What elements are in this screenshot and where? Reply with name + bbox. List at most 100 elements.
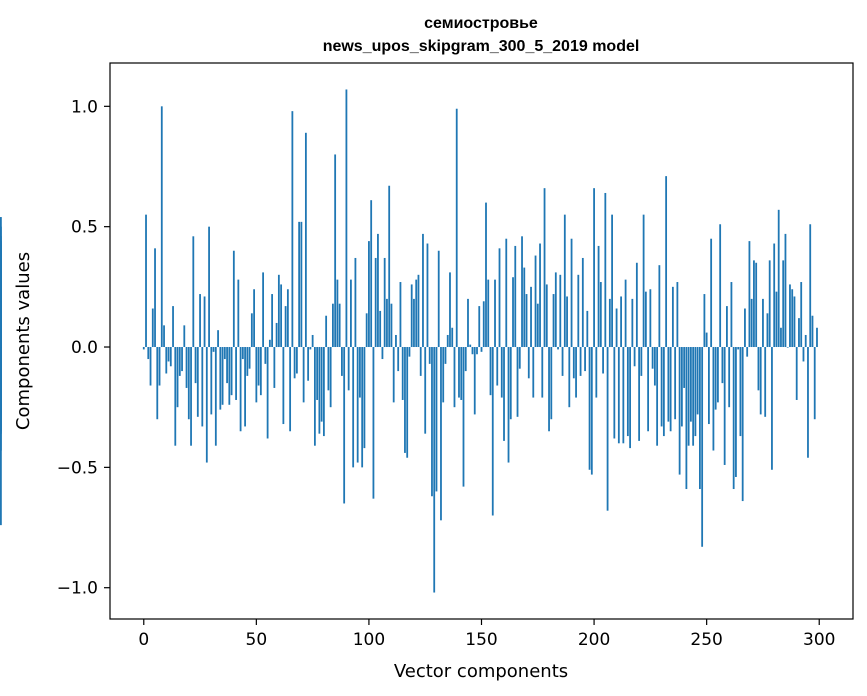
bar-260 [728, 347, 731, 408]
bar-285 [784, 233, 787, 348]
bar-111 [392, 347, 395, 403]
bar-122 [417, 274, 420, 348]
bar-51 [257, 347, 260, 386]
bar-165 [514, 245, 517, 348]
bar-153 [487, 279, 490, 348]
bar-156 [494, 279, 496, 348]
bar-25 [199, 294, 201, 348]
bar-12 [169, 347, 172, 367]
bar-210 [615, 308, 618, 348]
bar-83 [329, 347, 332, 408]
bar-29 [208, 226, 210, 348]
bar-72 [304, 132, 307, 348]
bar-2 [147, 347, 150, 360]
bar-131 [437, 250, 440, 348]
bar-296 [809, 224, 812, 348]
bar-230 [660, 347, 663, 427]
bar-28 [205, 347, 208, 463]
bar-108 [386, 298, 388, 348]
bar-3 [149, 347, 152, 386]
bar-128 [431, 347, 433, 497]
bar-286 [786, 347, 789, 348]
bar-213 [622, 347, 625, 444]
bar-0 [142, 347, 145, 350]
chart-title: семиостровье [424, 15, 538, 32]
bar-293 [802, 347, 805, 362]
bar-182 [552, 294, 555, 348]
y-axis-label: Components values [13, 252, 34, 430]
bar-103 [374, 257, 377, 348]
bar-154 [489, 347, 492, 396]
bar-198 [588, 347, 591, 470]
bar-94 [354, 257, 357, 348]
bar-58 [273, 347, 276, 388]
bar-266 [741, 347, 744, 502]
bar-222 [642, 214, 645, 348]
bar-138 [453, 347, 456, 408]
bar-112 [395, 334, 397, 348]
bar-166 [516, 347, 519, 417]
y-tick-label: 0.0 [71, 338, 98, 358]
bar-186 [561, 347, 564, 376]
bar-147 [473, 347, 476, 415]
bar-150 [480, 347, 483, 352]
bar-7 [158, 347, 161, 386]
bar-52 [259, 347, 262, 396]
bar-38 [228, 347, 231, 405]
bar-272 [755, 262, 758, 348]
bar-undefined [0, 301, 2, 348]
bar-183 [554, 272, 557, 348]
bar-238 [678, 347, 681, 475]
bar-246 [696, 347, 699, 415]
bar-143 [464, 347, 467, 372]
bar-209 [613, 347, 616, 439]
y-axis-ticks: −1.0 −0.5 0.0 0.5 1.0 [57, 97, 110, 599]
bar-164 [512, 277, 514, 348]
bar-124 [422, 233, 424, 348]
bar-undefined [0, 347, 2, 384]
bar-42 [237, 279, 240, 348]
y-tick-label: 1.0 [71, 97, 98, 117]
bar-171 [527, 347, 530, 379]
bar-140 [458, 347, 460, 398]
bar-133 [442, 347, 445, 403]
bar-249 [703, 294, 706, 348]
bar-69 [298, 221, 301, 348]
y-tick-label: 0.5 [71, 218, 98, 238]
bar-239 [680, 347, 683, 427]
bar-43 [239, 347, 242, 432]
bar-93 [352, 347, 355, 468]
bar-187 [563, 214, 566, 348]
bar-114 [399, 282, 402, 348]
bar-185 [559, 274, 562, 348]
bar-155 [491, 347, 494, 516]
bar-75 [311, 334, 314, 348]
bar-234 [669, 347, 672, 432]
bar-223 [644, 291, 647, 348]
x-tick-label: 0 [138, 630, 149, 650]
bar-227 [653, 347, 656, 386]
bar-4 [151, 308, 154, 348]
bar-16 [178, 347, 181, 376]
bar-299 [816, 327, 818, 348]
bar-200 [593, 188, 595, 348]
bar-14 [174, 347, 177, 446]
bar-37 [226, 347, 228, 384]
bar-229 [658, 265, 661, 348]
bar-228 [656, 347, 659, 446]
bar-298 [813, 347, 816, 420]
bar-61 [280, 284, 283, 348]
bar-145 [469, 344, 472, 348]
bar-180 [548, 347, 550, 432]
bar-274 [759, 347, 762, 415]
bar-18 [183, 325, 186, 348]
bar-201 [595, 347, 598, 398]
bar-88 [341, 347, 343, 376]
bar-267 [744, 308, 746, 348]
bar-205 [604, 192, 607, 348]
bar-282 [777, 209, 780, 348]
bar-99 [365, 313, 368, 348]
bar-237 [676, 282, 679, 348]
bar-294 [804, 334, 807, 348]
